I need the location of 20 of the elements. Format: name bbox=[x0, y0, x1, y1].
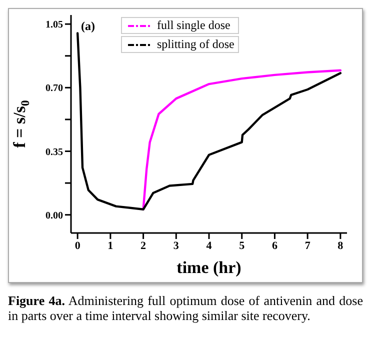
x-tick-label: 1 bbox=[108, 240, 114, 252]
x-tick-label: 8 bbox=[338, 240, 344, 252]
x-tick-label: 5 bbox=[239, 240, 246, 252]
line-series bbox=[76, 32, 342, 210]
caption: Figure 4a. Administering full optimum dose of antivenin and dose in parts over a time interval showing similar site recovery. bbox=[8, 293, 363, 323]
x-tick-label: 7 bbox=[304, 240, 311, 252]
legend-label: full single dose bbox=[157, 18, 230, 33]
y-tick-label: 0.00 bbox=[46, 210, 63, 222]
y-tick-label: 1.05 bbox=[46, 20, 63, 31]
x-axis-title: time (hr) bbox=[176, 258, 242, 277]
legend-label: splitting of dose bbox=[157, 37, 234, 52]
x-tick-label: 4 bbox=[206, 240, 212, 252]
x-tick-label: 6 bbox=[272, 240, 278, 252]
y-tick-label: 0.35 bbox=[46, 146, 63, 158]
x-tick-label: 3 bbox=[173, 240, 180, 252]
y-tick-label: 0.70 bbox=[46, 83, 63, 94]
x-tick-label: 2 bbox=[140, 240, 147, 252]
line-series bbox=[142, 69, 342, 210]
annotation: (a) bbox=[81, 19, 95, 34]
x-tick-label: 0 bbox=[74, 240, 81, 252]
